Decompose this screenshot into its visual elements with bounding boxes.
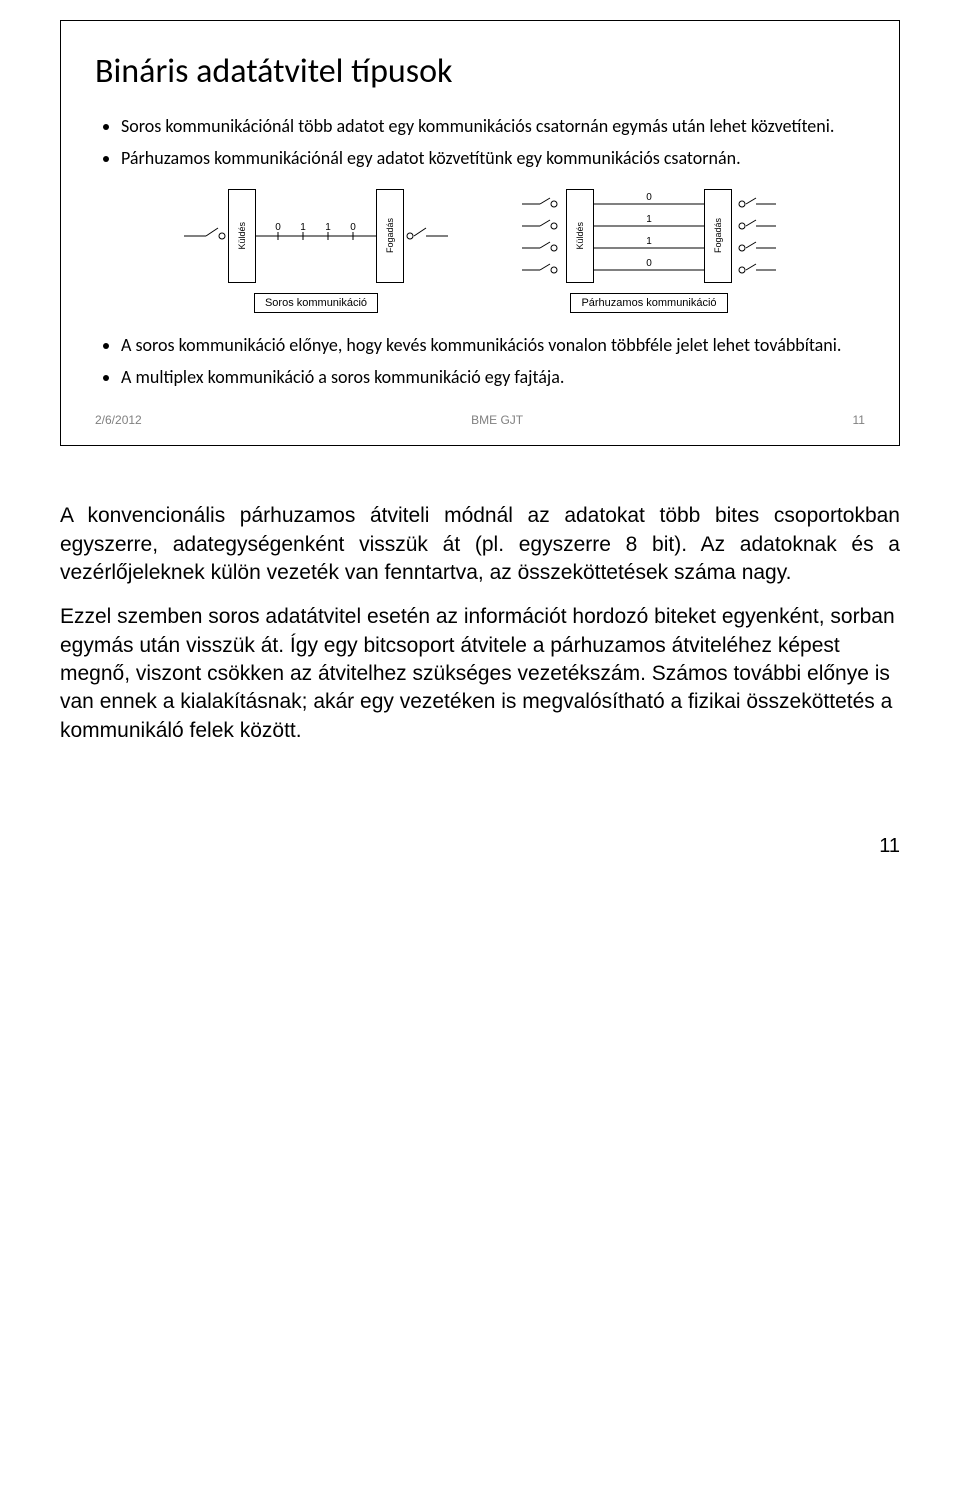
switch-icon xyxy=(404,190,450,282)
serial-line-icon: 0 1 1 0 xyxy=(256,190,376,282)
slide-bullets-bottom: A soros kommunikáció előnye, hogy kevés … xyxy=(103,333,865,390)
serial-row: Küldés 0 1 1 0 Fogad xyxy=(182,189,450,283)
bit-label: 1 xyxy=(646,236,652,247)
parallel-diagram: Küldés 0 1 1 0 Fogadás xyxy=(520,189,778,313)
tx-block: Küldés xyxy=(566,189,594,283)
bullet-item: Soros kommunikációnál több adatot egy ko… xyxy=(121,114,865,138)
footer-page: 11 xyxy=(853,413,865,427)
slide-title: Bináris adatátvitel típusok xyxy=(95,51,865,92)
body-text: A konvencionális párhuzamos átviteli mód… xyxy=(60,502,900,745)
switch-icon xyxy=(182,190,228,282)
tx-label: Küldés xyxy=(575,222,585,250)
parallel-lines-icon: 0 1 1 0 xyxy=(594,190,704,282)
bit-label: 1 xyxy=(646,214,652,225)
bit-label: 0 xyxy=(646,258,652,269)
bit-label: 1 xyxy=(300,222,306,233)
tx-block: Küldés xyxy=(228,189,256,283)
rx-label: Fogadás xyxy=(713,218,723,253)
tx-label: Küldés xyxy=(237,222,247,250)
footer-date: 2/6/2012 xyxy=(95,413,142,427)
rx-label: Fogadás xyxy=(385,218,395,253)
serial-caption: Soros kommunikáció xyxy=(254,293,378,313)
paragraph: A konvencionális párhuzamos átviteli mód… xyxy=(60,502,900,587)
rx-block: Fogadás xyxy=(376,189,404,283)
bullet-item: A soros kommunikáció előnye, hogy kevés … xyxy=(121,333,865,357)
page-number: 11 xyxy=(60,835,900,858)
paragraph: Ezzel szemben soros adatátvitel esetén a… xyxy=(60,603,900,745)
switch-stack-icon xyxy=(732,190,778,282)
bullet-item: Párhuzamos kommunikációnál egy adatot kö… xyxy=(121,146,865,170)
bit-label: 0 xyxy=(646,192,652,203)
bit-label: 1 xyxy=(325,222,331,233)
slide-footer: 2/6/2012 BME GJT 11 xyxy=(95,413,865,427)
parallel-row: Küldés 0 1 1 0 Fogadás xyxy=(520,189,778,283)
bullet-item: A multiplex kommunikáció a soros kommuni… xyxy=(121,365,865,389)
footer-center: BME GJT xyxy=(471,413,523,427)
slide-frame: Bináris adatátvitel típusok Soros kommun… xyxy=(60,20,900,446)
rx-block: Fogadás xyxy=(704,189,732,283)
serial-diagram: Küldés 0 1 1 0 Fogad xyxy=(182,189,450,313)
parallel-caption: Párhuzamos kommunikáció xyxy=(570,293,727,313)
slide-bullets-top: Soros kommunikációnál több adatot egy ko… xyxy=(103,114,865,171)
switch-stack-icon xyxy=(520,190,566,282)
diagram-wrap: Küldés 0 1 1 0 Fogad xyxy=(95,189,865,313)
page: Bináris adatátvitel típusok Soros kommun… xyxy=(0,20,960,898)
bit-label: 0 xyxy=(350,222,356,233)
bit-label: 0 xyxy=(275,222,281,233)
